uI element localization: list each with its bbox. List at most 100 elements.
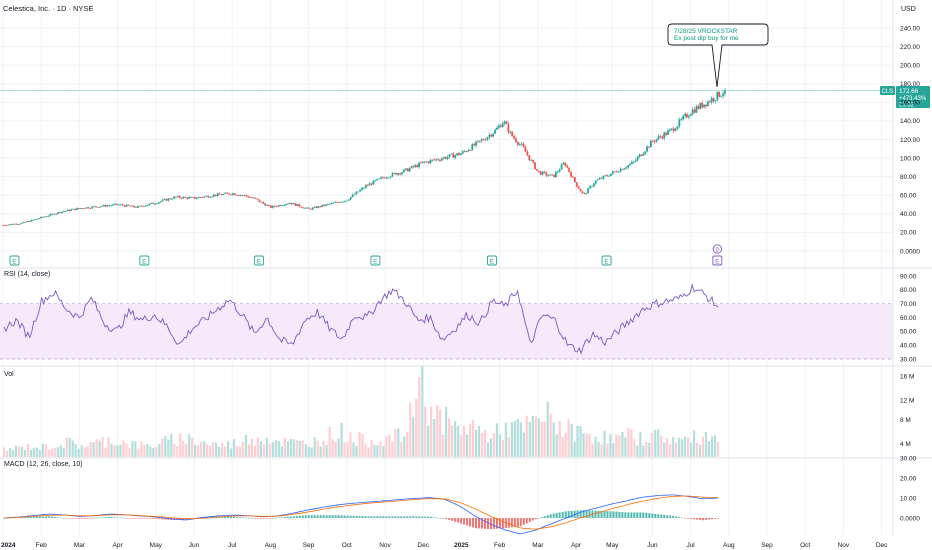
- volume-bar: [125, 443, 128, 457]
- annotation-line-1: 7/28/25 VROCKSTAR: [674, 28, 738, 35]
- candle-body: [97, 206, 99, 208]
- candle-body: [458, 153, 460, 156]
- volume-bar: [666, 437, 669, 457]
- volume-bar: [627, 427, 630, 457]
- macd-histogram-bar: [83, 518, 86, 519]
- x-axis-label: Nov: [838, 542, 850, 549]
- candle-body: [288, 203, 291, 204]
- macd-histogram-bar: [95, 517, 98, 519]
- volume-bar: [226, 441, 230, 457]
- macd-histogram-bar: [271, 517, 274, 519]
- volume-bar: [597, 441, 600, 457]
- candle-body: [450, 153, 453, 155]
- macd-histogram-bar: [642, 512, 645, 518]
- volume-bar: [8, 447, 12, 457]
- volume-bar: [256, 437, 260, 457]
- candle-body: [370, 183, 373, 185]
- macd-histogram-bar: [457, 518, 460, 523]
- volume-bar: [522, 432, 525, 457]
- candle-body: [45, 216, 48, 218]
- volume-bar: [427, 425, 430, 457]
- macd-histogram-bar: [161, 518, 164, 520]
- volume-bar: [528, 422, 531, 457]
- y-axis-labels[interactable]: 240.00 220.00 200.00 180.00 160.00 140.00 120.…: [900, 25, 920, 522]
- macd-histogram-bar: [295, 516, 298, 518]
- currency-box[interactable]: [895, 2, 927, 14]
- candle-body: [382, 177, 384, 179]
- volume-bar: [669, 444, 672, 457]
- annotation-callout[interactable]: 7/28/25 VROCKSTAR Ex post dip buy for me: [667, 23, 769, 88]
- candle-body: [216, 193, 219, 196]
- candle-body: [116, 203, 118, 205]
- macd-histogram-bar: [513, 518, 516, 528]
- volume-bar: [241, 441, 245, 457]
- price-tag-countdown: 21:32: [899, 103, 915, 109]
- candle-body: [446, 156, 449, 159]
- x-axis-label: Jun: [189, 542, 200, 549]
- candle-body: [190, 196, 192, 198]
- earnings-markers: E E E E E E ED: [9, 244, 723, 266]
- candle-body: [535, 169, 538, 171]
- volume-bar: [537, 418, 540, 457]
- price-pane[interactable]: [0, 88, 893, 226]
- candle-body: [452, 153, 455, 158]
- candle-body: [155, 203, 158, 205]
- candle-body: [408, 168, 411, 172]
- candle-body: [24, 221, 27, 223]
- candle-body: [269, 205, 272, 208]
- candle-body: [456, 153, 458, 156]
- candle-body: [104, 204, 107, 207]
- macd-histogram-bar: [451, 518, 454, 521]
- candle-body: [524, 147, 527, 152]
- price-axis-label: 60.00: [900, 193, 917, 200]
- macd-histogram-bar: [277, 517, 280, 519]
- candle-body: [292, 203, 295, 205]
- volume-bar: [23, 450, 27, 457]
- volume-bar: [235, 445, 239, 457]
- volume-bar: [146, 443, 149, 457]
- volume-bar: [361, 433, 364, 457]
- volume-bar: [468, 423, 472, 457]
- candle-body: [342, 201, 344, 203]
- macd-histogram-bar: [690, 518, 693, 519]
- rsi-pane[interactable]: RSI (14, close): [0, 271, 893, 360]
- candle-body: [678, 119, 681, 127]
- candle-body: [442, 157, 445, 159]
- candle-body: [480, 139, 483, 141]
- candle-body: [307, 207, 310, 209]
- candle-body: [146, 205, 149, 206]
- candle-body: [363, 187, 365, 189]
- candle-body: [98, 206, 101, 208]
- candle-body: [7, 224, 10, 226]
- candle-body: [471, 144, 474, 151]
- volume-bar: [131, 441, 134, 457]
- macd-histogram-bar: [624, 512, 627, 518]
- macd-histogram-bar: [376, 516, 379, 518]
- volume-bar: [412, 416, 415, 457]
- x-axis-label: May: [606, 542, 619, 549]
- volume-pane[interactable]: Vol: [2, 366, 720, 457]
- macd-histogram-bar: [660, 514, 663, 518]
- macd-histogram-bar: [546, 515, 549, 518]
- candle-body: [281, 205, 284, 207]
- earnings-marker-box: [712, 255, 723, 266]
- candle-body: [410, 166, 413, 169]
- x-axis-labels[interactable]: 2024 Feb Mar Apr May Jun Jul Aug Sep Oct Nov Dec 202…: [1, 542, 888, 549]
- volume-bar: [101, 437, 104, 457]
- volume-bar: [119, 445, 122, 457]
- candle-body: [203, 196, 206, 198]
- volume-bar: [128, 448, 131, 457]
- candle-body: [319, 206, 322, 207]
- macd-histogram-bar: [80, 518, 83, 519]
- candle-body: [625, 167, 628, 169]
- macd-histogram-bar: [475, 518, 478, 529]
- macd-histogram-bar: [158, 518, 161, 520]
- candle-body: [66, 209, 69, 211]
- volume-bar: [678, 437, 681, 457]
- volume-bar: [44, 444, 47, 457]
- candle-body: [302, 207, 305, 209]
- price-tag-symbol: CLS: [882, 89, 894, 95]
- macd-pane[interactable]: MACD (12, 26, close, 10): [3, 461, 719, 535]
- x-axis-label: Oct: [800, 542, 810, 549]
